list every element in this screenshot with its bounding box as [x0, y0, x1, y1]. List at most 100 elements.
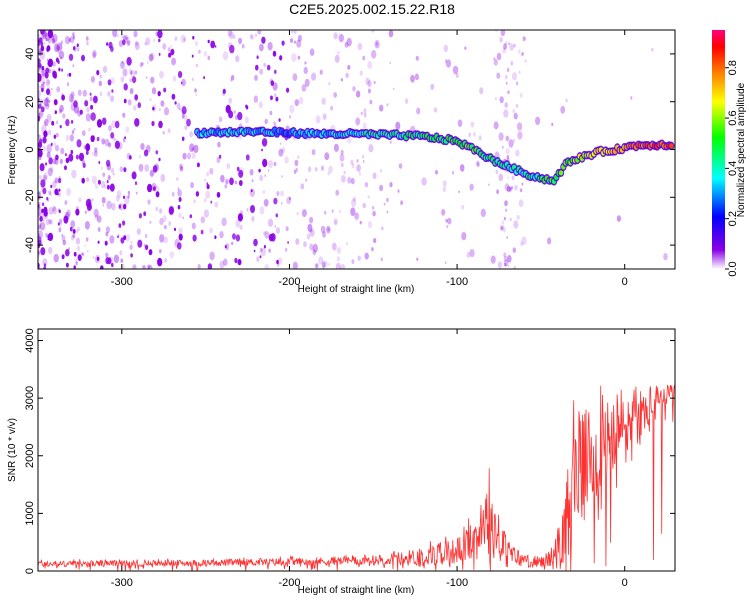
spectrogram-noise-point [359, 70, 363, 76]
spectrogram-noise-point [38, 149, 43, 158]
spectrogram-noise-point [148, 249, 153, 256]
spectrogram-noise-point [48, 246, 53, 254]
spectrogram-noise-point [524, 59, 527, 63]
spectrogram-noise-point [360, 111, 363, 115]
spectrogram-noise-point [195, 191, 200, 197]
spectrogram-noise-point [129, 78, 132, 83]
spectrogram-noise-point [86, 177, 89, 182]
spectrogram-noise-point [85, 143, 91, 152]
spectrogram-noise-point [347, 64, 351, 70]
spectrogram-noise-point [43, 41, 46, 45]
spectrogram-noise-point [38, 134, 41, 139]
spectrogram-noise-point [120, 61, 125, 69]
spectrogram-noise-point [123, 167, 127, 173]
spectrogram-noise-point [321, 97, 326, 106]
spectrogram-y-label: Frequency (Hz) [7, 116, 18, 185]
spectrogram-noise-point [38, 191, 41, 201]
spectrogram-noise-point [170, 45, 172, 48]
spectrogram-noise-point [90, 135, 95, 143]
spectrogram-noise-point [335, 189, 340, 196]
spectrogram-noise-point [162, 215, 167, 223]
spectrogram-noise-point [383, 202, 386, 206]
spectrogram-noise-point [298, 97, 304, 105]
spectrogram-noise-point [111, 262, 114, 268]
spectrogram-noise-point [421, 177, 427, 186]
spectrogram-noise-point [178, 233, 183, 241]
colorbar-tick-label: 0.4 [727, 161, 739, 176]
spectrogram-noise-point [40, 185, 45, 193]
spectrogram-noise-point [507, 254, 512, 263]
spectrogram-noise-point [147, 264, 153, 269]
spectrogram-noise-point [518, 199, 524, 208]
spectrogram-noise-point [259, 175, 264, 182]
spectrogram-noise-point [47, 129, 52, 136]
spectrogram-noise-point [245, 154, 250, 161]
spectrogram-noise-point [267, 41, 273, 51]
spectrogram-noise-point [155, 206, 159, 212]
colorbar-label: Normalized spectral amplitude [736, 82, 747, 217]
spectrogram-noise-point [371, 205, 375, 210]
spectrogram-noise-point [328, 165, 333, 174]
spectrogram-noise-point [241, 44, 245, 49]
spectrogram-noise-point [476, 160, 480, 167]
spectrogram-noise-point [40, 30, 45, 35]
spectrogram-noise-point [389, 61, 392, 65]
spectrogram-noise-point [319, 69, 323, 75]
spectrogram-noise-point [122, 39, 126, 46]
spectrogram-noise-point [186, 152, 192, 160]
spectrogram-noise-point [505, 135, 510, 142]
spectrogram-noise-point [38, 48, 42, 54]
spectrogram-noise-point [107, 91, 111, 97]
spectrogram-noise-point [297, 34, 302, 42]
spectrogram-noise-point [147, 199, 151, 205]
spectrogram-noise-point [354, 212, 360, 221]
spectrogram-noise-point [303, 241, 307, 248]
spectrogram-noise-point [123, 203, 127, 210]
spectrogram-noise-point [120, 237, 125, 244]
spectrogram-noise-point [105, 231, 109, 237]
spectrogram-noise-point [99, 74, 103, 79]
spectrogram-noise-point [97, 240, 100, 244]
spectrogram-noise-point [162, 131, 165, 135]
spectrogram-noise-point [210, 40, 216, 49]
spectrogram-noise-point [229, 44, 235, 54]
spectrogram-noise-point [504, 74, 508, 80]
x-tick-label: -200 [278, 577, 300, 589]
spectrogram-noise-point [122, 220, 126, 226]
spectrogram-noise-point [43, 130, 48, 138]
spectrogram-noise-point [45, 37, 48, 42]
spectrogram-noise-point [134, 118, 140, 127]
spectrogram-noise-point [261, 36, 266, 44]
y-tick-label: 3000 [24, 386, 36, 410]
spectrogram-noise-point [75, 208, 80, 216]
spectrogram-noise-point [139, 62, 143, 68]
spectrogram-noise-point [306, 233, 311, 240]
spectrogram-noise-point [46, 151, 51, 159]
spectrogram-noise-point [315, 167, 318, 172]
spectrogram-noise-point [292, 261, 298, 269]
spectrogram-noise-point [189, 143, 195, 153]
spectrogram-noise-point [447, 217, 452, 225]
spectrogram-noise-point [430, 83, 435, 91]
spectrogram-noise-point [58, 209, 61, 214]
spectrogram-noise-point [518, 49, 521, 54]
spectrogram-noise-point [105, 159, 111, 167]
spectrogram-noise-point [214, 235, 217, 239]
spectrogram-noise-point [69, 134, 75, 142]
spectrogram-noise-point [404, 98, 409, 104]
spectrogram-noise-point [253, 238, 258, 247]
spectrogram-noise-point [45, 96, 49, 103]
spectrogram-noise-point [278, 148, 284, 157]
spectrogram-noise-point [100, 265, 104, 269]
spectrogram-noise-point [132, 264, 137, 269]
spectrogram-noise-point [229, 177, 234, 186]
spectrogram-noise-point [466, 252, 471, 258]
spectrogram-noise-point [321, 261, 326, 268]
spectrogram-noise-point [191, 222, 196, 230]
spectrogram-noise-point [157, 90, 161, 97]
spectrogram-noise-point [358, 171, 362, 176]
spectrogram-noise-point [312, 243, 318, 253]
spectrogram-noise-point [442, 180, 447, 187]
spectrogram-noise-point [235, 114, 239, 121]
spectrogram-noise-point [143, 149, 149, 157]
